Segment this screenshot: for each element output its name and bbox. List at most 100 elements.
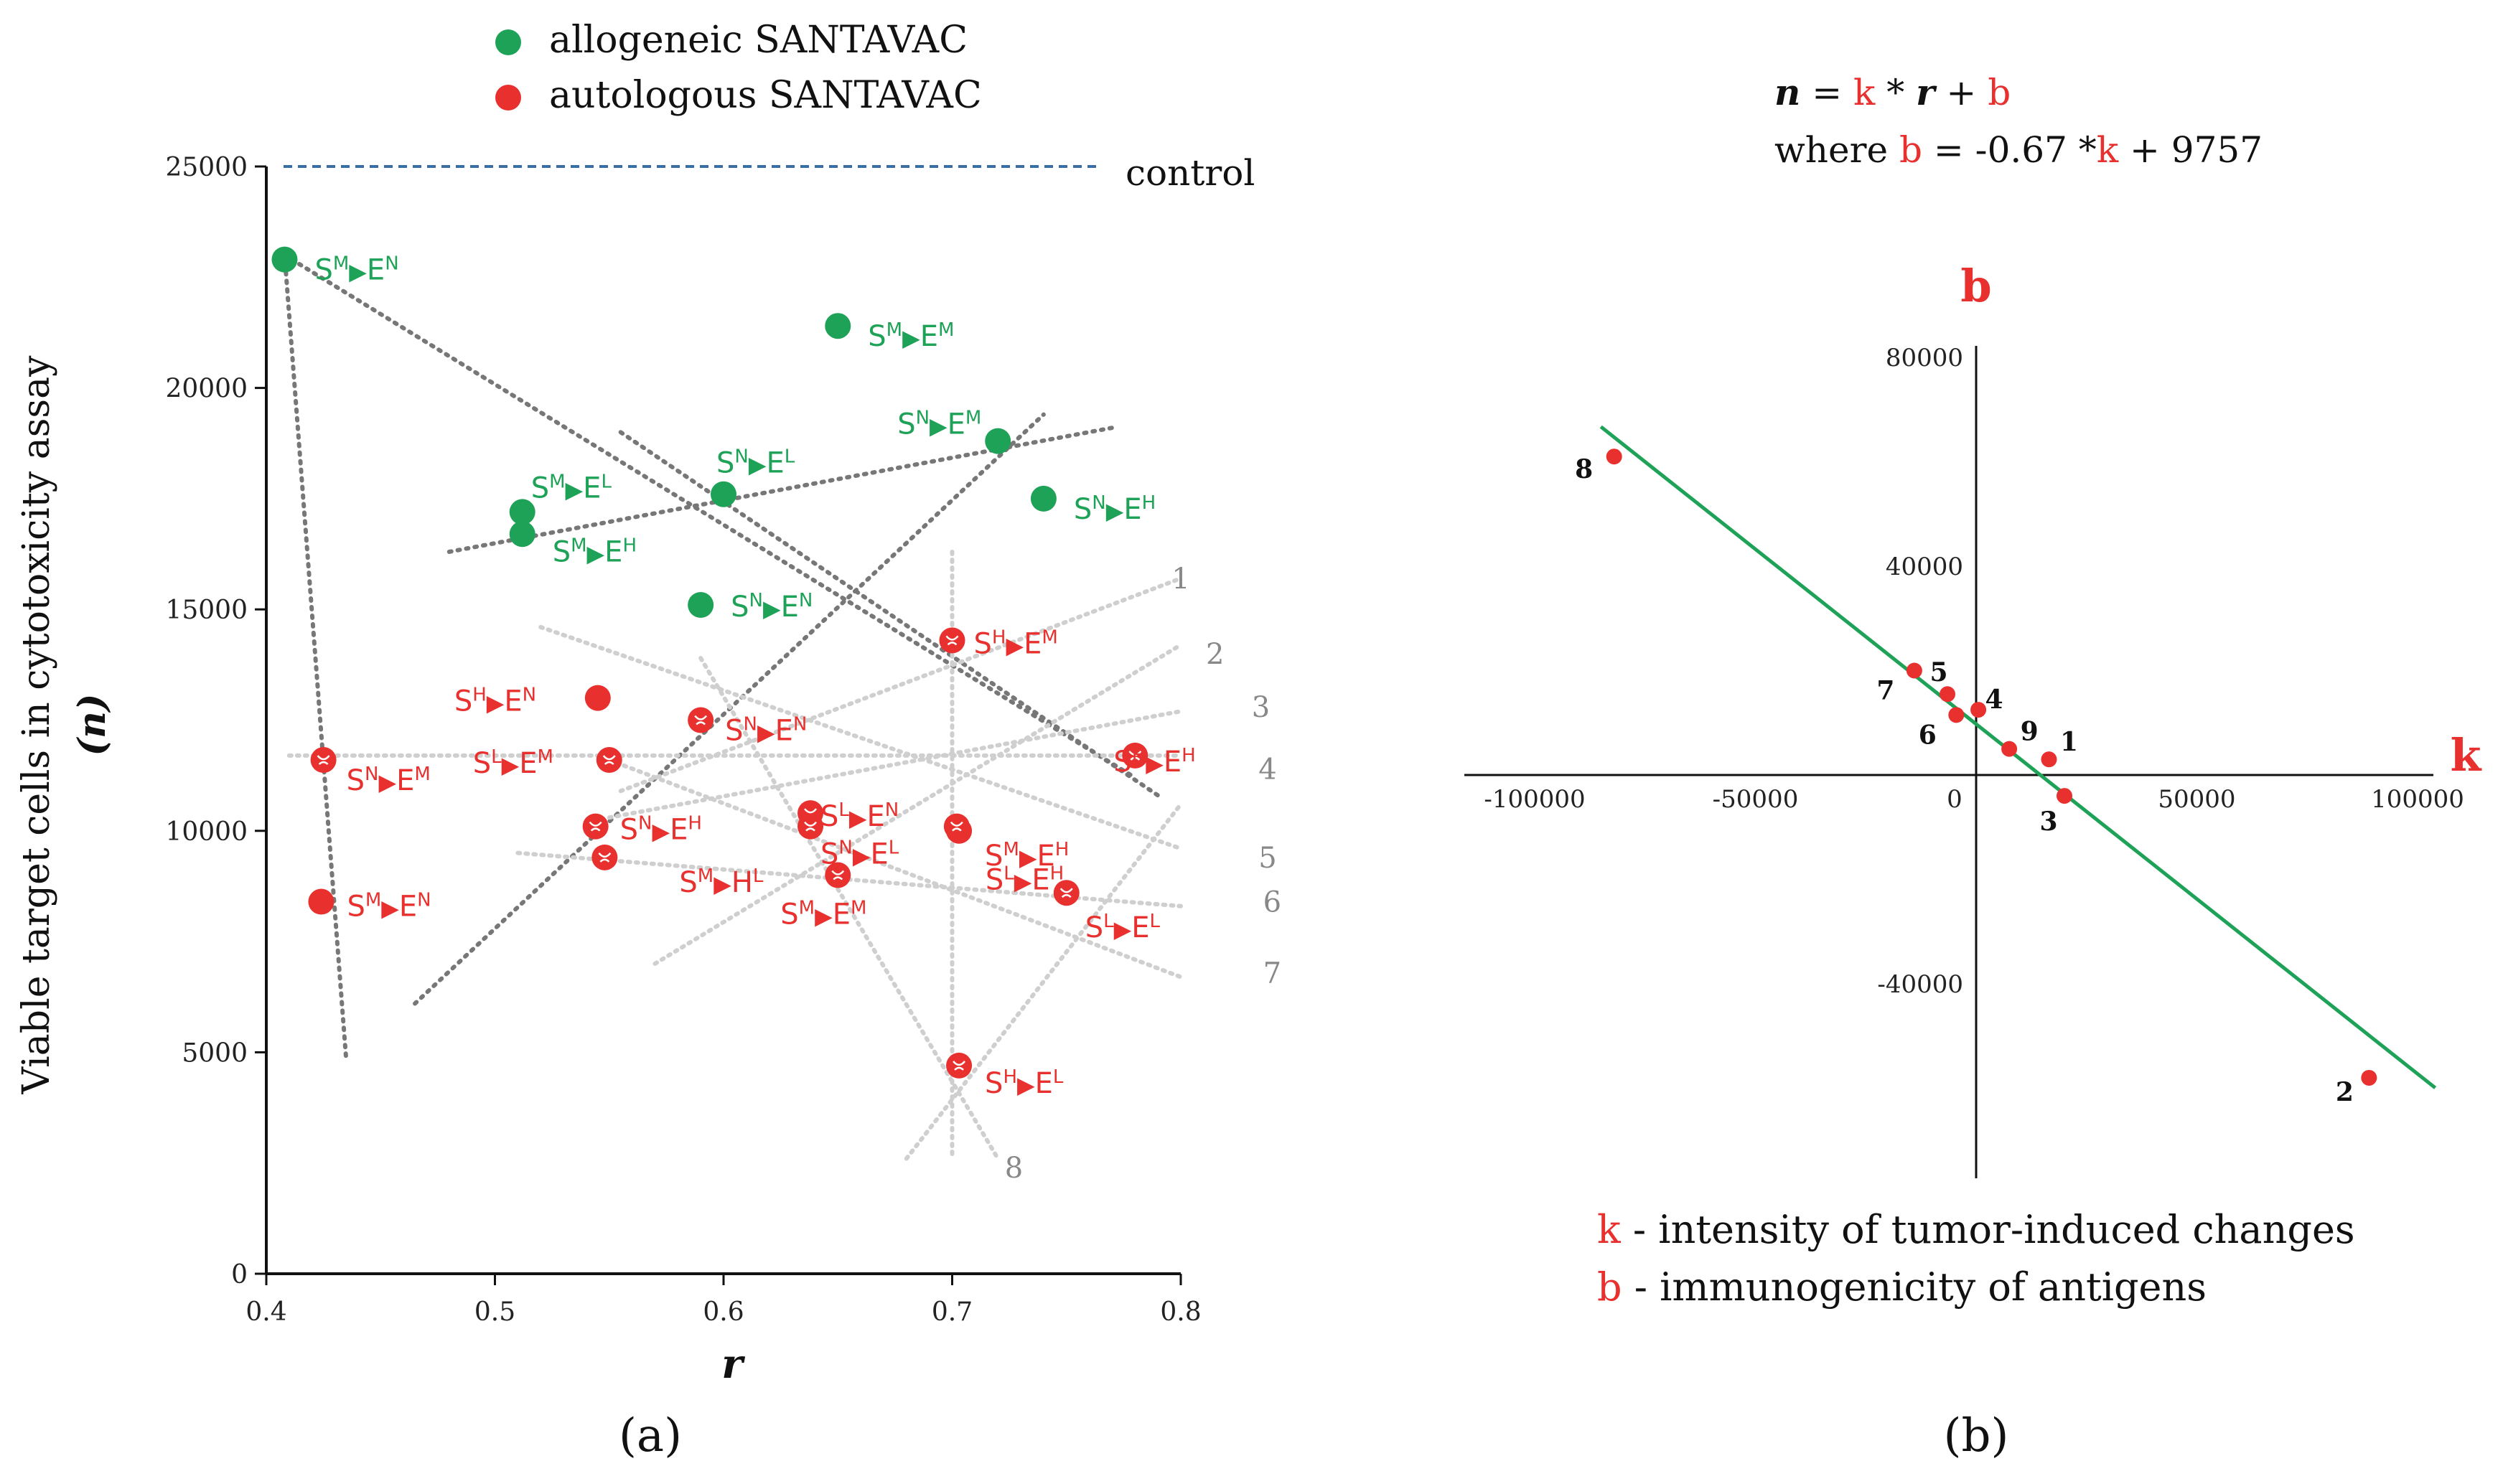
point-marker-detail xyxy=(694,715,708,725)
label-e: E xyxy=(1164,746,1182,779)
label-e-sup: L xyxy=(785,446,795,468)
label-e-sup: L xyxy=(601,471,612,492)
label-s-sup: H xyxy=(1132,745,1146,766)
label-e: E xyxy=(519,747,537,780)
ray-line xyxy=(607,758,1183,980)
formula-b: b xyxy=(1988,72,2011,113)
label-e-sup: L xyxy=(753,865,764,887)
point-label: SN▶EM xyxy=(897,408,981,441)
point-marker-detail xyxy=(598,853,612,863)
label-e: E xyxy=(775,715,793,748)
ray-line xyxy=(698,656,1001,1161)
legend-autologous-marker xyxy=(495,85,521,111)
y-tick-label-b: -40000 xyxy=(1877,970,1963,999)
formula-where-k: k xyxy=(2097,129,2119,171)
label-s-sup: L xyxy=(1003,863,1014,885)
caption-a: (a) xyxy=(619,1409,682,1462)
allogeneic-point xyxy=(985,428,1011,454)
label-s: S xyxy=(780,898,798,931)
y-axis-title-a-sub: (n) xyxy=(70,693,114,756)
label-s: S xyxy=(531,471,549,504)
panel-b-ticks: -100000 -50000 0 50000 100000 80000 40000 -4000… xyxy=(1484,344,2464,999)
point-marker-detail xyxy=(589,821,602,832)
label-e-sup: H xyxy=(688,813,702,835)
formula-line-2: where b = -0.67 *k + 9757 xyxy=(1774,129,2263,171)
label-e: E xyxy=(1037,840,1054,873)
control-label: control xyxy=(1126,152,1255,194)
formula-where: where xyxy=(1774,129,1899,171)
point-label: SL▶EM xyxy=(473,746,553,780)
legend-allogeneic-marker xyxy=(495,29,521,55)
label-s-sup: H xyxy=(992,626,1006,648)
allogeneic-point xyxy=(271,246,298,273)
label-s-sup: M xyxy=(365,890,381,911)
label-arrow: ▶ xyxy=(714,870,731,898)
x-tick-label-a: 0.6 xyxy=(703,1297,744,1327)
autologous-point xyxy=(584,685,611,711)
trend-line xyxy=(282,253,349,1063)
label-s: S xyxy=(985,1067,1003,1100)
panel-b-fit-line xyxy=(1599,425,2437,1089)
formula-eq: = xyxy=(1800,72,1853,113)
label-arrow: ▶ xyxy=(652,818,670,845)
label-e-sup: N xyxy=(385,253,398,275)
label-arrow: ▶ xyxy=(566,476,584,503)
formula-where-eq: = -0.67 * xyxy=(1922,129,2097,171)
point-label: SN▶EH xyxy=(1074,492,1156,526)
allogeneic-point xyxy=(509,521,535,548)
b-point xyxy=(1906,662,1922,679)
label-s-sup: M xyxy=(571,535,586,556)
formula-k: k xyxy=(1853,72,1876,113)
formula-r: r xyxy=(1916,71,1937,113)
label-arrow: ▶ xyxy=(1114,916,1132,943)
ray-line xyxy=(538,624,1183,851)
label-e-sup: N xyxy=(885,799,899,821)
label-s: S xyxy=(716,447,734,480)
legend-b: k - intensity of tumor-induced changes b… xyxy=(1597,1207,2355,1310)
allogeneic-point xyxy=(825,313,851,339)
y-tick-label-a: 25000 xyxy=(165,153,248,182)
b-point-label: 1 xyxy=(2060,727,2078,757)
x-tick-label-b: -100000 xyxy=(1484,785,1585,814)
label-s-sup: M xyxy=(1003,839,1019,860)
legend-b-k-sym: k xyxy=(1597,1207,1622,1252)
label-s: S xyxy=(553,535,571,568)
label-e: E xyxy=(781,591,799,624)
label-e: E xyxy=(1123,493,1141,526)
label-s-sup: N xyxy=(638,813,652,835)
allogeneic-point xyxy=(509,499,535,525)
label-e: E xyxy=(604,535,622,568)
label-e: E xyxy=(870,838,888,871)
point-marker-detail xyxy=(317,755,330,765)
label-s: S xyxy=(897,408,915,441)
b-point-label: 3 xyxy=(2039,807,2057,837)
b-point xyxy=(2057,788,2072,804)
formula-where-b: b xyxy=(1899,129,1922,171)
label-s-sup: N xyxy=(916,408,930,429)
label-e-sup: N xyxy=(799,590,813,611)
point-label: SM▶EN xyxy=(347,890,431,924)
label-s-sup: H xyxy=(472,685,487,706)
formula-plus: + xyxy=(1935,72,1988,113)
label-s: S xyxy=(454,685,472,718)
y-tick-label-a: 10000 xyxy=(165,817,248,847)
label-e-sup: M xyxy=(414,764,430,785)
label-e-sup: H xyxy=(1050,863,1065,885)
label-e: E xyxy=(833,898,851,931)
label-s: S xyxy=(986,864,1003,897)
point-label: SN▶EL xyxy=(716,446,795,480)
label-s-sup: M xyxy=(698,865,714,887)
b-point xyxy=(2041,751,2057,768)
label-e: E xyxy=(1031,864,1049,897)
label-e: E xyxy=(396,764,414,797)
label-s-sup: M xyxy=(549,471,565,492)
label-e: E xyxy=(504,685,522,718)
ray-number: 6 xyxy=(1263,886,1281,919)
panel-a-points: SM▶ENSM▶EMSN▶EMSN▶ELSN▶EHSM▶ELSM▶EHSN▶EN… xyxy=(271,246,1196,1100)
label-arrow: ▶ xyxy=(853,842,871,870)
autologous-point xyxy=(308,888,334,915)
ray-line xyxy=(607,709,1183,820)
b-point-label: 2 xyxy=(2336,1077,2354,1107)
ray-number: 3 xyxy=(1252,691,1270,724)
label-s: S xyxy=(347,891,365,924)
